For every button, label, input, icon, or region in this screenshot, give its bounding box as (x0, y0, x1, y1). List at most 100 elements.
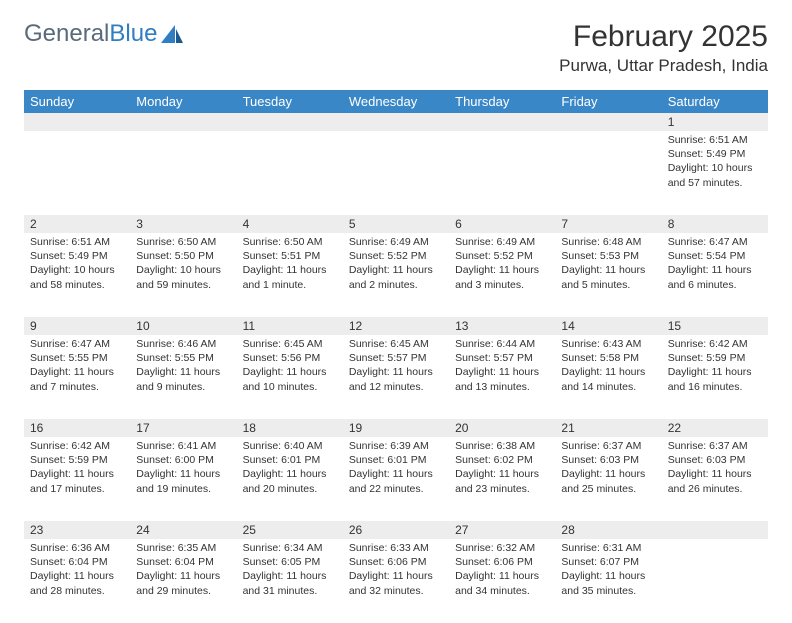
day-details-cell: Sunrise: 6:51 AMSunset: 5:49 PMDaylight:… (24, 233, 130, 317)
day-details: Sunrise: 6:50 AMSunset: 5:50 PMDaylight:… (130, 233, 236, 298)
day-number-cell: 25 (237, 521, 343, 539)
weekday-header: Wednesday (343, 90, 449, 113)
day-details: Sunrise: 6:39 AMSunset: 6:01 PMDaylight:… (343, 437, 449, 502)
day-number: 1 (662, 113, 768, 131)
title-block: February 2025 Purwa, Uttar Pradesh, Indi… (559, 20, 768, 76)
empty-cell (555, 131, 661, 215)
weekday-header: Sunday (24, 90, 130, 113)
calendar-body: 1Sunrise: 6:51 AMSunset: 5:49 PMDaylight… (24, 113, 768, 623)
weekday-header: Thursday (449, 90, 555, 113)
day-number: 16 (24, 419, 130, 437)
day-details-cell: Sunrise: 6:36 AMSunset: 6:04 PMDaylight:… (24, 539, 130, 623)
weekday-header: Tuesday (237, 90, 343, 113)
day-details: Sunrise: 6:47 AMSunset: 5:54 PMDaylight:… (662, 233, 768, 298)
day-number-cell: 20 (449, 419, 555, 437)
details-row: Sunrise: 6:47 AMSunset: 5:55 PMDaylight:… (24, 335, 768, 419)
empty-cell (343, 131, 449, 215)
day-details: Sunrise: 6:45 AMSunset: 5:56 PMDaylight:… (237, 335, 343, 400)
empty-cell (555, 113, 661, 131)
location: Purwa, Uttar Pradesh, India (559, 56, 768, 76)
day-details-cell: Sunrise: 6:50 AMSunset: 5:50 PMDaylight:… (130, 233, 236, 317)
daynum-row: 232425262728 (24, 521, 768, 539)
day-number: 25 (237, 521, 343, 539)
day-number-cell: 3 (130, 215, 236, 233)
day-details: Sunrise: 6:31 AMSunset: 6:07 PMDaylight:… (555, 539, 661, 604)
day-details-cell: Sunrise: 6:41 AMSunset: 6:00 PMDaylight:… (130, 437, 236, 521)
day-details-cell: Sunrise: 6:33 AMSunset: 6:06 PMDaylight:… (343, 539, 449, 623)
logo-text-blue: Blue (109, 20, 157, 47)
day-details: Sunrise: 6:40 AMSunset: 6:01 PMDaylight:… (237, 437, 343, 502)
day-details: Sunrise: 6:37 AMSunset: 6:03 PMDaylight:… (555, 437, 661, 502)
day-number: 6 (449, 215, 555, 233)
day-number: 2 (24, 215, 130, 233)
weekday-header: Saturday (662, 90, 768, 113)
day-number: 10 (130, 317, 236, 335)
header: GeneralBlue February 2025 Purwa, Uttar P… (24, 20, 768, 76)
empty-cell (449, 113, 555, 131)
day-details-cell: Sunrise: 6:47 AMSunset: 5:55 PMDaylight:… (24, 335, 130, 419)
details-row: Sunrise: 6:42 AMSunset: 5:59 PMDaylight:… (24, 437, 768, 521)
day-details: Sunrise: 6:33 AMSunset: 6:06 PMDaylight:… (343, 539, 449, 604)
day-details-cell: Sunrise: 6:42 AMSunset: 5:59 PMDaylight:… (662, 335, 768, 419)
day-details-cell: Sunrise: 6:42 AMSunset: 5:59 PMDaylight:… (24, 437, 130, 521)
day-number-cell: 14 (555, 317, 661, 335)
day-details-cell: Sunrise: 6:51 AMSunset: 5:49 PMDaylight:… (662, 131, 768, 215)
day-number-cell: 7 (555, 215, 661, 233)
weekday-header-row: SundayMondayTuesdayWednesdayThursdayFrid… (24, 90, 768, 113)
empty-cell (662, 539, 768, 623)
day-number-cell: 19 (343, 419, 449, 437)
day-number-cell: 28 (555, 521, 661, 539)
day-number: 23 (24, 521, 130, 539)
weekday-header: Friday (555, 90, 661, 113)
day-details: Sunrise: 6:43 AMSunset: 5:58 PMDaylight:… (555, 335, 661, 400)
empty-cell (130, 131, 236, 215)
day-number: 14 (555, 317, 661, 335)
day-number: 9 (24, 317, 130, 335)
day-number-cell: 10 (130, 317, 236, 335)
day-details: Sunrise: 6:42 AMSunset: 5:59 PMDaylight:… (24, 437, 130, 502)
day-number-cell: 6 (449, 215, 555, 233)
day-number: 22 (662, 419, 768, 437)
logo: GeneralBlue (24, 20, 183, 48)
day-number: 11 (237, 317, 343, 335)
empty-cell (24, 131, 130, 215)
calendar-table: SundayMondayTuesdayWednesdayThursdayFrid… (24, 90, 768, 623)
day-number: 7 (555, 215, 661, 233)
day-details-cell: Sunrise: 6:31 AMSunset: 6:07 PMDaylight:… (555, 539, 661, 623)
day-number-cell: 21 (555, 419, 661, 437)
day-details: Sunrise: 6:49 AMSunset: 5:52 PMDaylight:… (449, 233, 555, 298)
day-number-cell: 17 (130, 419, 236, 437)
day-details: Sunrise: 6:36 AMSunset: 6:04 PMDaylight:… (24, 539, 130, 604)
day-details-cell: Sunrise: 6:46 AMSunset: 5:55 PMDaylight:… (130, 335, 236, 419)
empty-cell (237, 113, 343, 131)
day-details: Sunrise: 6:34 AMSunset: 6:05 PMDaylight:… (237, 539, 343, 604)
day-details: Sunrise: 6:37 AMSunset: 6:03 PMDaylight:… (662, 437, 768, 502)
day-number-cell: 9 (24, 317, 130, 335)
day-number: 12 (343, 317, 449, 335)
day-details: Sunrise: 6:48 AMSunset: 5:53 PMDaylight:… (555, 233, 661, 298)
empty-cell (237, 131, 343, 215)
day-details: Sunrise: 6:45 AMSunset: 5:57 PMDaylight:… (343, 335, 449, 400)
day-details: Sunrise: 6:47 AMSunset: 5:55 PMDaylight:… (24, 335, 130, 400)
day-number-cell: 22 (662, 419, 768, 437)
day-details-cell: Sunrise: 6:49 AMSunset: 5:52 PMDaylight:… (449, 233, 555, 317)
day-details-cell: Sunrise: 6:45 AMSunset: 5:57 PMDaylight:… (343, 335, 449, 419)
day-number: 21 (555, 419, 661, 437)
day-details-cell: Sunrise: 6:45 AMSunset: 5:56 PMDaylight:… (237, 335, 343, 419)
day-number: 19 (343, 419, 449, 437)
day-number-cell: 26 (343, 521, 449, 539)
day-details: Sunrise: 6:42 AMSunset: 5:59 PMDaylight:… (662, 335, 768, 400)
day-number-cell: 5 (343, 215, 449, 233)
day-details-cell: Sunrise: 6:32 AMSunset: 6:06 PMDaylight:… (449, 539, 555, 623)
day-number-cell: 12 (343, 317, 449, 335)
logo-text: GeneralBlue (24, 20, 157, 48)
day-details: Sunrise: 6:35 AMSunset: 6:04 PMDaylight:… (130, 539, 236, 604)
day-number: 20 (449, 419, 555, 437)
day-details: Sunrise: 6:49 AMSunset: 5:52 PMDaylight:… (343, 233, 449, 298)
empty-cell (662, 521, 768, 539)
day-number: 27 (449, 521, 555, 539)
day-details-cell: Sunrise: 6:39 AMSunset: 6:01 PMDaylight:… (343, 437, 449, 521)
day-details: Sunrise: 6:51 AMSunset: 5:49 PMDaylight:… (24, 233, 130, 298)
month-title: February 2025 (559, 20, 768, 54)
day-details-cell: Sunrise: 6:50 AMSunset: 5:51 PMDaylight:… (237, 233, 343, 317)
